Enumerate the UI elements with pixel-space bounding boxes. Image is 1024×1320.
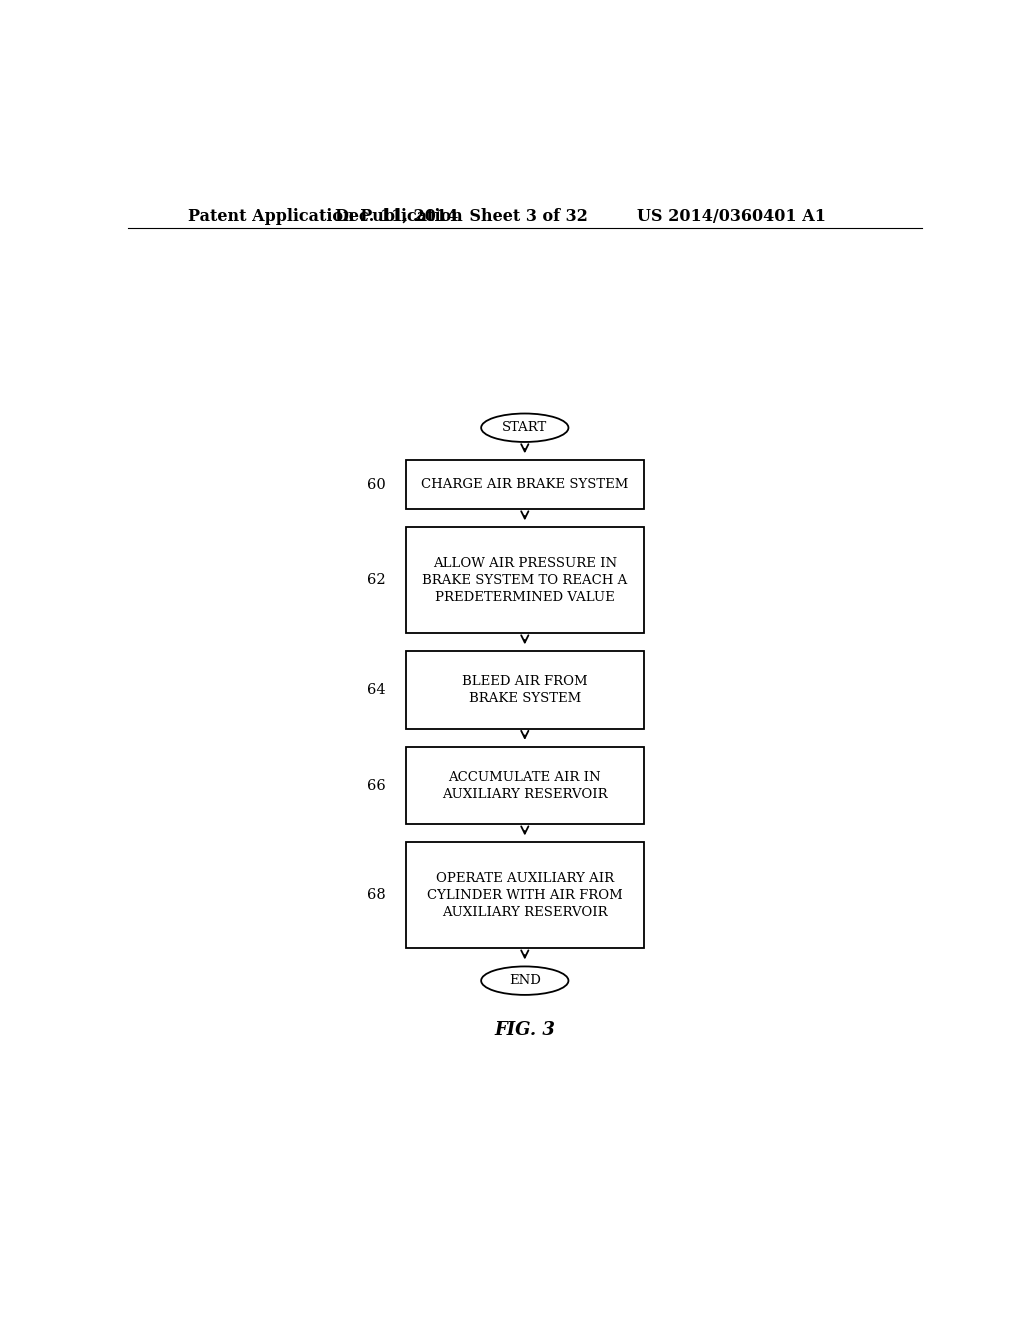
Text: 60: 60 — [368, 478, 386, 491]
FancyBboxPatch shape — [406, 842, 644, 948]
Text: CHARGE AIR BRAKE SYSTEM: CHARGE AIR BRAKE SYSTEM — [421, 478, 629, 491]
Ellipse shape — [481, 966, 568, 995]
Text: 66: 66 — [368, 779, 386, 792]
FancyBboxPatch shape — [406, 461, 644, 510]
FancyBboxPatch shape — [406, 747, 644, 824]
Text: ALLOW AIR PRESSURE IN
BRAKE SYSTEM TO REACH A
PREDETERMINED VALUE: ALLOW AIR PRESSURE IN BRAKE SYSTEM TO RE… — [422, 557, 628, 603]
Text: BLEED AIR FROM
BRAKE SYSTEM: BLEED AIR FROM BRAKE SYSTEM — [462, 675, 588, 705]
Text: 68: 68 — [368, 888, 386, 903]
Text: US 2014/0360401 A1: US 2014/0360401 A1 — [637, 207, 826, 224]
Text: START: START — [502, 421, 548, 434]
Text: END: END — [509, 974, 541, 987]
Text: 62: 62 — [368, 573, 386, 587]
Text: FIG. 3: FIG. 3 — [495, 1022, 555, 1039]
Ellipse shape — [481, 413, 568, 442]
Text: Dec. 11, 2014  Sheet 3 of 32: Dec. 11, 2014 Sheet 3 of 32 — [335, 207, 588, 224]
FancyBboxPatch shape — [406, 651, 644, 729]
Text: 64: 64 — [368, 682, 386, 697]
FancyBboxPatch shape — [406, 528, 644, 634]
Text: OPERATE AUXILIARY AIR
CYLINDER WITH AIR FROM
AUXILIARY RESERVOIR: OPERATE AUXILIARY AIR CYLINDER WITH AIR … — [427, 871, 623, 919]
Text: ACCUMULATE AIR IN
AUXILIARY RESERVOIR: ACCUMULATE AIR IN AUXILIARY RESERVOIR — [442, 771, 607, 800]
Text: Patent Application Publication: Patent Application Publication — [187, 207, 462, 224]
